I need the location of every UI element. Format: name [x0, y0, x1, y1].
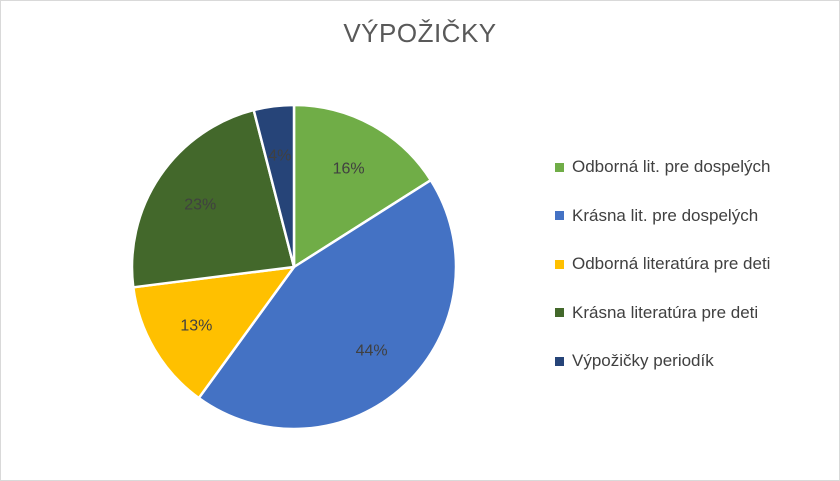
pie-slice-4 [252, 103, 296, 269]
pie-data-labels: 16% 44% 13% 23% 4% [180, 147, 387, 359]
legend-item-4: Výpožičky periodík [555, 337, 835, 386]
legend-item-1: Krásna lit. pre dospelých [555, 192, 835, 241]
legend-item-0: Odborná lit. pre dospelých [555, 143, 835, 192]
legend-label-2: Odborná literatúra pre deti [572, 254, 771, 274]
pie-slice-2 [132, 265, 296, 400]
legend-item-2: Odborná literatúra pre deti [555, 240, 835, 289]
data-label-3: 23% [184, 196, 216, 213]
legend-label-3: Krásna literatúra pre deti [572, 302, 759, 322]
legend-swatch-2 [555, 259, 564, 269]
data-label-4: 4% [268, 147, 291, 164]
legend-swatch-0 [555, 162, 564, 172]
pie-slices [130, 103, 458, 431]
data-label-2: 13% [180, 318, 212, 335]
legend: Odborná lit. pre dospelých Krásna lit. p… [555, 143, 835, 386]
pie-slice-1 [197, 178, 458, 431]
chart-title: VÝPOŽIČKY [343, 18, 497, 48]
legend-swatch-4 [555, 356, 564, 366]
pie-slice-3 [130, 108, 296, 289]
data-label-1: 44% [356, 343, 388, 360]
legend-swatch-1 [555, 211, 564, 221]
legend-item-3: Krásna literatúra pre deti [555, 289, 835, 338]
legend-label-1: Krásna lit. pre dospelých [572, 205, 759, 225]
pie-slice-0 [292, 103, 433, 269]
legend-label-4: Výpožičky periodík [572, 351, 714, 371]
legend-swatch-3 [555, 308, 564, 318]
legend-label-0: Odborná lit. pre dospelých [572, 157, 771, 177]
data-label-0: 16% [333, 161, 365, 178]
